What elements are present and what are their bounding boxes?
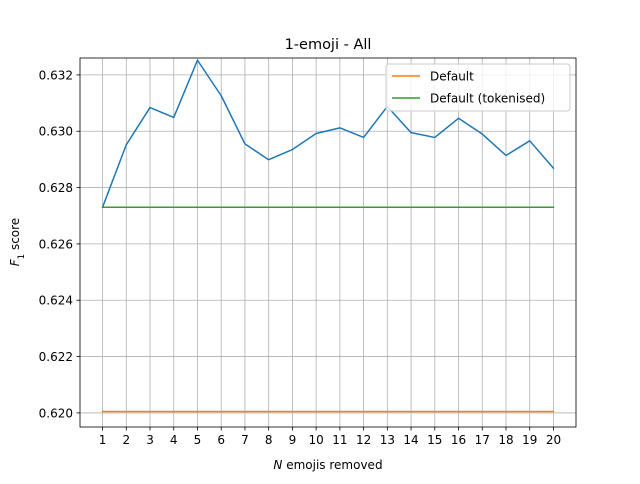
x-tick-label: 15 <box>427 433 442 447</box>
chart-title: 1-emoji - All <box>285 37 372 53</box>
y-axis-label: F1 score <box>8 218 27 266</box>
y-tick-label: 0.624 <box>39 294 73 308</box>
x-tick-label: 3 <box>146 433 154 447</box>
y-tick-label: 0.622 <box>39 350 73 364</box>
x-tick-label: 20 <box>546 433 561 447</box>
y-tick-label: 0.628 <box>39 181 73 195</box>
tick-layer: 1 2 3 4 5 6 7 8 9 10 11 12 13 14 15 16 17 18 19 200.6200.62… <box>39 68 561 447</box>
y-axis-label-subscript: 1 <box>17 254 27 259</box>
x-tick-label: 12 <box>356 433 371 447</box>
x-axis-label-text: emojis removed <box>282 458 382 472</box>
x-tick-label: 10 <box>308 433 323 447</box>
x-tick-label: 5 <box>194 433 202 447</box>
x-tick-label: 2 <box>122 433 130 447</box>
y-tick-label: 0.630 <box>39 125 73 139</box>
x-axis-label-variable: N <box>273 458 282 472</box>
y-tick-label: 0.632 <box>39 68 73 82</box>
x-tick-label: 11 <box>332 433 347 447</box>
x-tick-label: 17 <box>475 433 490 447</box>
x-tick-label: 13 <box>380 433 395 447</box>
legend-label-default-tokenised: Default (tokenised) <box>430 92 545 106</box>
x-tick-label: 8 <box>265 433 273 447</box>
legend-box <box>385 63 571 112</box>
x-tick-label: 19 <box>522 433 537 447</box>
series-line-0 <box>101 59 555 209</box>
plot-frame <box>79 57 577 428</box>
x-tick-label: 6 <box>217 433 225 447</box>
series-layer <box>101 59 555 413</box>
x-tick-label: 18 <box>498 433 513 447</box>
x-tick-label: 16 <box>451 433 466 447</box>
y-axis-label-variable: F <box>8 258 22 266</box>
x-axis-label: N emojis removed <box>273 458 382 472</box>
y-axis-label-text: score <box>8 218 22 254</box>
x-tick-label: 14 <box>403 433 418 447</box>
x-tick-label: 4 <box>170 433 178 447</box>
y-tick-label: 0.626 <box>39 237 73 251</box>
x-tick-label: 9 <box>289 433 297 447</box>
legend-label-default: Default <box>430 70 474 84</box>
legend: Default Default (tokenised) <box>385 63 571 112</box>
x-tick-label: 7 <box>241 433 249 447</box>
x-tick-label: 1 <box>99 433 107 447</box>
y-tick-label: 0.620 <box>39 406 73 420</box>
grid <box>80 58 576 427</box>
